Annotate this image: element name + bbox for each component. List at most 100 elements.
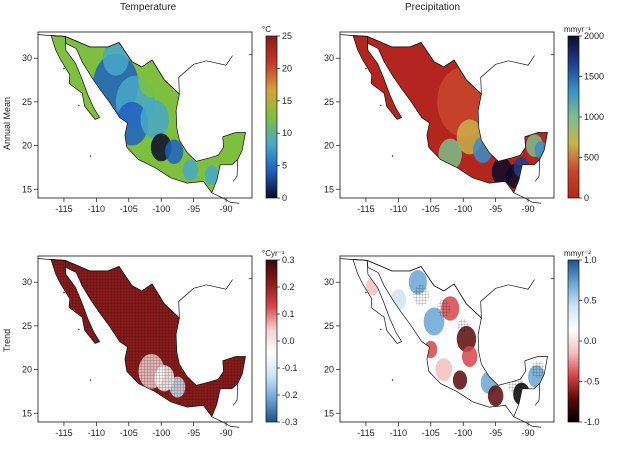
colorbar-tick-label: -0.3: [282, 417, 298, 427]
lat-tick-label: 30: [22, 53, 32, 63]
field-blob: [435, 358, 453, 381]
colorbar: [265, 35, 278, 199]
map-color-field: [353, 35, 548, 193]
colorbar-tick-label: 1500: [584, 72, 604, 82]
lat-tick-label: 30: [22, 277, 32, 287]
lon-tick-label: -110: [88, 428, 105, 438]
colorbar-tick-label: -0.2: [282, 390, 298, 400]
colorbar: [567, 259, 580, 423]
lon-tick-label: -115: [357, 204, 374, 214]
field-blob: [138, 62, 165, 98]
lat-tick-label: 15: [22, 408, 32, 418]
title-temperature: Temperature: [120, 2, 177, 13]
map-frame: [339, 31, 555, 199]
lon-tick-label: -95: [187, 428, 200, 438]
lon-tick-label: -105: [120, 204, 138, 214]
lon-tick-label: -100: [454, 428, 472, 438]
row-label-trend: Trend: [2, 328, 12, 352]
lon-tick-label: -90: [522, 204, 535, 214]
colorbar-tick-label: 1000: [584, 112, 604, 122]
colorbar-tick-label: 15: [282, 96, 292, 106]
lat-tick-label: 25: [324, 97, 334, 107]
colorbar-tick-label: 0.1: [282, 309, 295, 319]
row-label-annual-mean: Annual Mean: [2, 96, 12, 150]
colorbar-unit: mmyr⁻²: [564, 249, 591, 258]
panel-precipitation-annual-mean: -115 -110 -105 -100 -95 -90 30 25 20 15 2000 1500 10…: [316, 24, 616, 229]
lon-tick-label: -95: [187, 204, 200, 214]
lon-tick-label: -90: [220, 428, 233, 438]
lat-tick-label: 20: [22, 365, 32, 375]
lon-tick-label: -110: [88, 204, 105, 214]
colorbar-tick-label: 20: [282, 63, 292, 73]
lat-tick-label: 15: [22, 184, 32, 194]
lat-tick-label: 15: [324, 408, 334, 418]
colorbar-tick-label: 0: [584, 193, 589, 203]
lat-tick-label: 25: [22, 97, 32, 107]
field-blob: [452, 370, 468, 390]
temp-mean-svg: -115 -110 -105 -100 -95 -90 30 25 20 15 25 20 15 10 5 0…: [22, 25, 292, 214]
map-frame: [37, 255, 253, 423]
colorbar-tick-label: 0.3: [282, 255, 295, 265]
lon-tick-label: -105: [120, 428, 138, 438]
colorbar-tick-label: 0.0: [584, 336, 597, 346]
field-blob: [398, 40, 425, 76]
lon-tick-label: -105: [422, 428, 440, 438]
title-precipitation: Precipitation: [405, 2, 461, 13]
panel-precipitation-trend: -115 -110 -105 -100 -95 -90 30 25 20 15 1.0 0.5 0.0 -…: [316, 248, 616, 453]
lon-tick-label: -100: [152, 204, 170, 214]
precip-trend-svg: -115 -110 -105 -100 -95 -90 30 25 20 15 1.0 0.5 0.0 -…: [324, 249, 600, 438]
lat-tick-label: 25: [22, 321, 32, 331]
field-blob: [204, 165, 219, 185]
colorbar-tick-label: 0.5: [584, 296, 597, 306]
lon-tick-label: -110: [390, 204, 407, 214]
panel-temperature-annual-mean: -115 -110 -105 -100 -95 -90 30 25 20 15 25 20 15 10 5 0…: [14, 24, 314, 229]
colorbar-tick-label: 1.0: [584, 255, 597, 265]
map-color-field: [51, 259, 246, 417]
lat-tick-label: 30: [324, 277, 334, 287]
lon-tick-label: -110: [390, 428, 407, 438]
colorbar-tick-label: 0.2: [282, 282, 295, 292]
lat-tick-label: 30: [324, 53, 334, 63]
colorbar-tick-label: -0.1: [282, 363, 298, 373]
panel-temperature-trend: -115 -110 -105 -100 -95 -90 30 25 20 15 0.3 0.2 0.1 0…: [14, 248, 314, 453]
lat-tick-label: 15: [324, 184, 334, 194]
lat-tick-label: 25: [324, 321, 334, 331]
field-blob: [140, 100, 169, 139]
field-blob: [461, 345, 478, 367]
field-blob: [182, 159, 199, 181]
lon-tick-label: -95: [489, 204, 502, 214]
precip-mean-svg: -115 -110 -105 -100 -95 -90 30 25 20 15 2000 1500 10…: [324, 25, 604, 214]
lat-tick-label: 20: [324, 365, 334, 375]
lon-tick-label: -115: [55, 428, 72, 438]
colorbar-unit: °Cyr⁻¹: [262, 249, 285, 258]
field-blob: [424, 340, 438, 359]
colorbar-tick-label: 0: [282, 193, 287, 203]
lon-tick-label: -100: [152, 428, 170, 438]
colorbar-unit: °C: [262, 25, 271, 34]
colorbar-tick-label: 10: [282, 128, 292, 138]
colorbar-tick-label: 2000: [584, 31, 604, 41]
colorbar-tick-label: 5: [282, 161, 287, 171]
colorbar-tick-label: -0.5: [584, 377, 600, 387]
colorbar-tick-label: 500: [584, 153, 599, 163]
field-blob: [102, 40, 129, 76]
lon-tick-label: -105: [422, 204, 440, 214]
map-frame: [339, 255, 555, 423]
colorbar: [265, 259, 278, 423]
field-blob: [487, 385, 504, 407]
temp-trend-svg: -115 -110 -105 -100 -95 -90 30 25 20 15 0.3 0.2 0.1 0…: [22, 249, 298, 438]
colorbar: [567, 35, 580, 199]
lon-tick-label: -90: [220, 204, 233, 214]
lon-tick-label: -90: [522, 428, 535, 438]
lon-tick-label: -95: [489, 428, 502, 438]
lon-tick-label: -115: [55, 204, 72, 214]
colorbar-tick-label: -1.0: [584, 417, 600, 427]
lon-tick-label: -100: [454, 204, 472, 214]
map-color-field: [353, 259, 548, 417]
lon-tick-label: -115: [357, 428, 374, 438]
colorbar-unit: mmyr⁻¹: [564, 25, 591, 34]
map-frame: [37, 31, 253, 199]
field-blob: [165, 139, 184, 164]
field-blob: [438, 138, 462, 171]
map-color-field: [51, 35, 246, 193]
